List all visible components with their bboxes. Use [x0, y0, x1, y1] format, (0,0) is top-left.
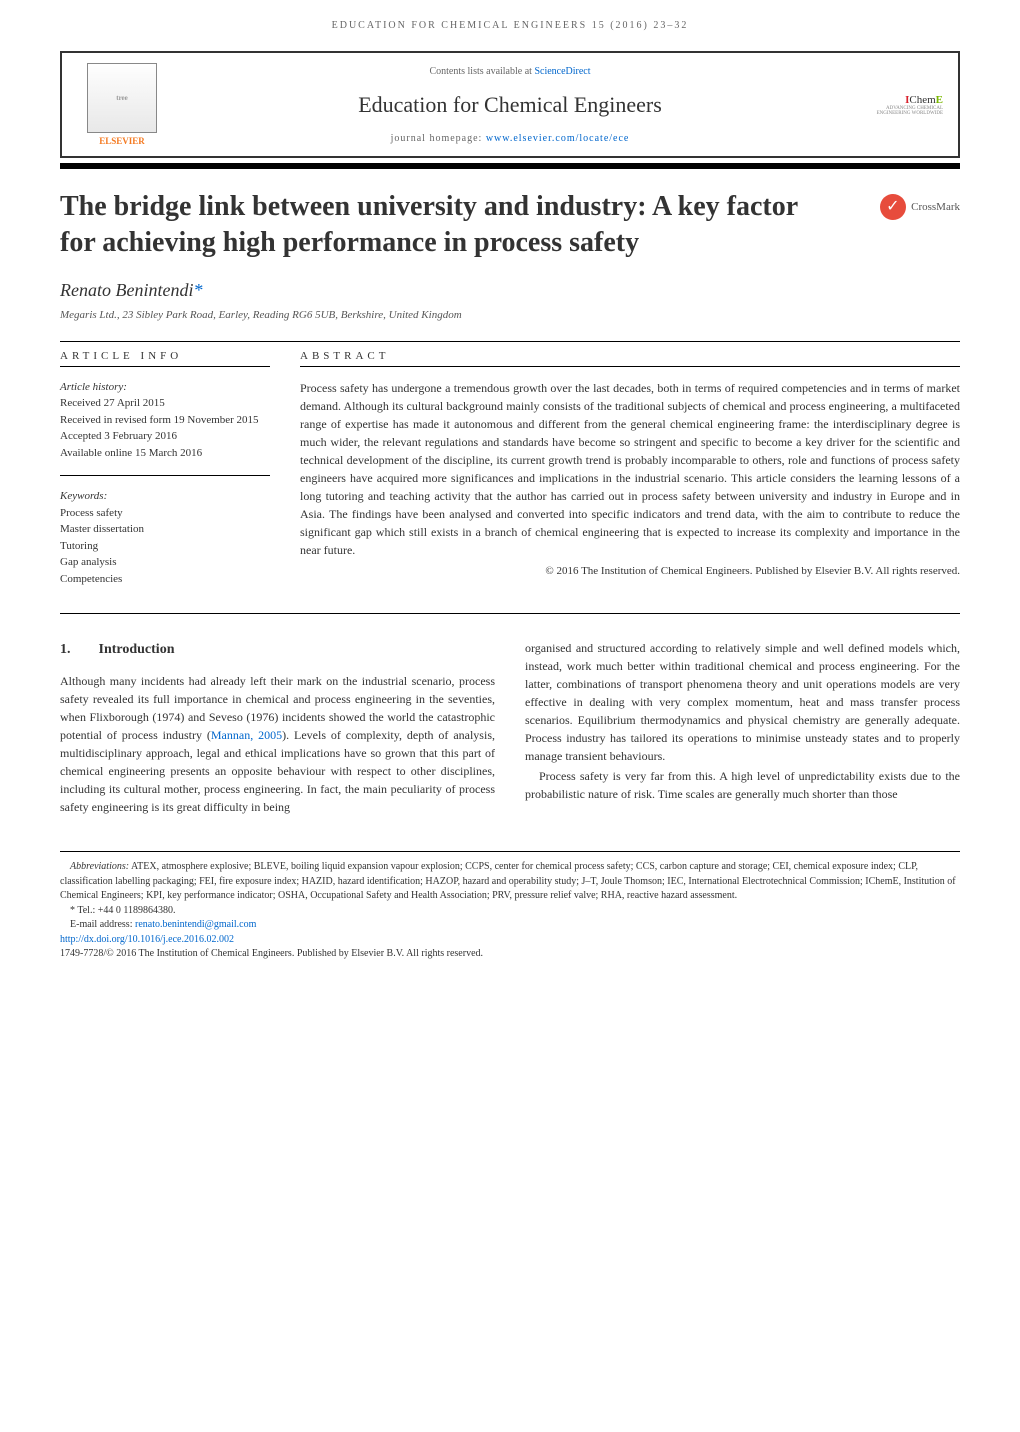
intro-para-2: organised and structured according to re…: [525, 639, 960, 765]
online-date: Available online 15 March 2016: [60, 445, 270, 462]
author-corresponding-mark: *: [193, 280, 202, 300]
author-text: Renato Benintendi: [60, 280, 193, 300]
author-affiliation: Megaris Ltd., 23 Sibley Park Road, Earle…: [60, 309, 960, 321]
keyword-3: Tutoring: [60, 538, 270, 555]
body-columns: 1. Introduction Although many incidents h…: [60, 639, 960, 816]
journal-homepage: journal homepage: www.elsevier.com/locat…: [167, 133, 853, 144]
section-1-heading: 1. Introduction: [60, 639, 495, 660]
history-label: Article history:: [60, 379, 270, 396]
article-info-heading: article info: [60, 350, 270, 362]
journal-center: Contents lists available at ScienceDirec…: [167, 66, 853, 144]
homepage-prefix: journal homepage:: [391, 133, 486, 144]
rule-top: [60, 341, 960, 342]
article-history: Article history: Received 27 April 2015 …: [60, 373, 270, 462]
email-link[interactable]: renato.benintendi@gmail.com: [135, 919, 256, 930]
lists-prefix: Contents lists available at: [429, 66, 534, 77]
email-label: E-mail address:: [70, 919, 135, 930]
intro-para-3: Process safety is very far from this. A …: [525, 767, 960, 803]
rule-after-abstract: [60, 613, 960, 614]
keyword-5: Competencies: [60, 571, 270, 588]
abbreviations-footnote: Abbreviations: ATEX, atmosphere explosiv…: [60, 860, 960, 904]
footnotes: Abbreviations: ATEX, atmosphere explosiv…: [60, 851, 960, 962]
keywords-block: Keywords: Process safety Master disserta…: [60, 482, 270, 587]
intro-para-1: Although many incidents had already left…: [60, 672, 495, 816]
journal-banner: tree ELSEVIER Contents lists available a…: [60, 51, 960, 158]
elsevier-logo: tree ELSEVIER: [77, 63, 167, 146]
journal-title: Education for Chemical Engineers: [167, 92, 853, 118]
elsevier-tree-icon: tree: [87, 63, 157, 133]
article-title: The bridge link between university and i…: [60, 189, 800, 262]
rule-abstract: [300, 366, 960, 367]
icheme-e: E: [936, 94, 943, 106]
keyword-2: Master dissertation: [60, 521, 270, 538]
abstract-heading: abstract: [300, 350, 960, 362]
keywords-label: Keywords:: [60, 488, 270, 505]
icheme-chem: Chem: [909, 94, 935, 106]
keyword-1: Process safety: [60, 505, 270, 522]
crossmark-label: CrossMark: [911, 201, 960, 213]
revised-date: Received in revised form 19 November 201…: [60, 412, 270, 429]
abbrev-label: Abbreviations:: [70, 861, 129, 872]
info-abstract-row: article info Article history: Received 2…: [60, 350, 960, 602]
abstract-column: abstract Process safety has undergone a …: [300, 350, 960, 602]
crossmark-button[interactable]: CrossMark: [880, 194, 960, 220]
abstract-text: Process safety has undergone a tremendou…: [300, 373, 960, 559]
doi-link[interactable]: http://dx.doi.org/10.1016/j.ece.2016.02.…: [60, 934, 234, 945]
body-col-right: organised and structured according to re…: [525, 639, 960, 816]
keyword-4: Gap analysis: [60, 554, 270, 571]
doi-footnote: http://dx.doi.org/10.1016/j.ece.2016.02.…: [60, 933, 960, 948]
rule-info-2: [60, 475, 270, 476]
citation-mannan-2005[interactable]: Mannan, 2005: [211, 728, 282, 742]
running-head: education for chemical engineers 15 (201…: [0, 0, 1020, 41]
icheme-sub: ADVANCING CHEMICAL ENGINEERING WORLDWIDE: [853, 106, 943, 116]
abbrev-text: ATEX, atmosphere explosive; BLEVE, boili…: [60, 861, 956, 901]
author-name: Renato Benintendi*: [60, 280, 960, 301]
issn-copyright-footnote: 1749-7728/© 2016 The Institution of Chem…: [60, 947, 960, 962]
section-1-title: Introduction: [99, 642, 175, 657]
icheme-logo: IChemE ADVANCING CHEMICAL ENGINEERING WO…: [853, 94, 943, 116]
sciencedirect-link[interactable]: ScienceDirect: [534, 66, 590, 77]
title-row: The bridge link between university and i…: [60, 189, 960, 262]
accepted-date: Accepted 3 February 2016: [60, 428, 270, 445]
article-info-column: article info Article history: Received 2…: [60, 350, 270, 602]
abstract-copyright: © 2016 The Institution of Chemical Engin…: [300, 565, 960, 577]
body-col-left: 1. Introduction Although many incidents h…: [60, 639, 495, 816]
lists-available: Contents lists available at ScienceDirec…: [167, 66, 853, 77]
crossmark-icon: [880, 194, 906, 220]
section-1-number: 1.: [60, 639, 71, 660]
homepage-link[interactable]: www.elsevier.com/locate/ece: [486, 133, 630, 144]
elsevier-text: ELSEVIER: [77, 136, 167, 146]
email-footnote: E-mail address: renato.benintendi@gmail.…: [60, 918, 960, 933]
received-date: Received 27 April 2015: [60, 395, 270, 412]
rule-info-1: [60, 366, 270, 367]
tel-footnote: * Tel.: +44 0 1189864380.: [60, 904, 960, 919]
